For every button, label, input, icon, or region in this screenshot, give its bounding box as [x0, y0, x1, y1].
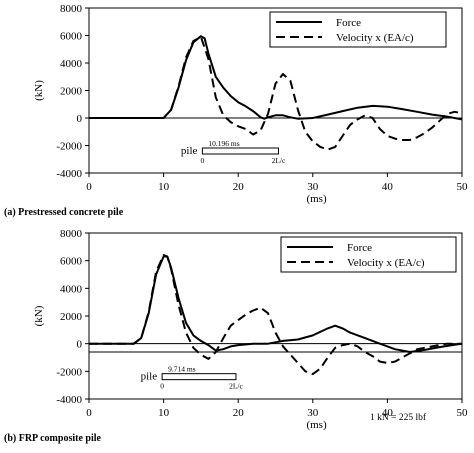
series-line-force	[89, 35, 463, 121]
y-tick-label: 6000	[60, 256, 83, 268]
y-axis-label: (kN)	[33, 305, 45, 326]
series-line-velocity	[89, 35, 463, 151]
y-tick-label: 2000	[60, 86, 83, 98]
y-tick-label: -4000	[56, 394, 82, 406]
pile-bar	[161, 373, 237, 381]
x-tick-label: 10	[158, 181, 170, 193]
y-tick-label: 6000	[60, 31, 83, 43]
x-tick-label: 30	[307, 407, 319, 419]
legend-entry: Force	[336, 17, 361, 29]
pile-start-label: 0	[160, 382, 164, 391]
y-tick-label: 4000	[60, 283, 83, 295]
pile-end-label: 2L/c	[229, 382, 243, 391]
pile-time-label: 9.714 ms	[168, 365, 196, 374]
x-tick-label: 40	[382, 181, 394, 193]
x-tick-label: 50	[457, 181, 469, 193]
x-tick-label: 50	[457, 407, 469, 419]
x-tick-label: 20	[233, 181, 245, 193]
x-tick-label: 30	[307, 181, 319, 193]
y-tick-label: 2000	[60, 311, 83, 323]
pile-start-label: 0	[201, 156, 205, 165]
pile-label: pile	[181, 145, 198, 157]
x-tick-label: 10	[158, 407, 170, 419]
x-tick-label: 0	[86, 407, 92, 419]
chart-panel-2: -4000 -2000 0 2000 4000 6000 8000 0 10 20 30 40 50 (k…	[4, 228, 468, 444]
legend-box	[269, 11, 447, 48]
pile-end-label: 2L/c	[272, 156, 286, 165]
x-tick-label: 0	[86, 181, 92, 193]
legend-entry: Velocity x (EA/c)	[336, 32, 414, 44]
unit-note: 1 kN = 225 lbf	[370, 412, 427, 423]
x-axis-label: (ms)	[306, 193, 327, 205]
y-tick-label: -2000	[56, 366, 82, 378]
y-tick-label: 0	[77, 339, 83, 351]
y-axis-label: (kN)	[33, 80, 45, 101]
legend-box	[280, 236, 457, 273]
x-axis-label: (ms)	[306, 419, 327, 431]
series-line-velocity	[89, 254, 462, 376]
y-tick-label: -4000	[56, 168, 82, 180]
y-tick-label: 8000	[60, 3, 83, 15]
panel-caption: (a) Prestressed concrete pile	[4, 207, 124, 218]
pile-time-label: 10.196 ms	[208, 139, 239, 148]
y-tick-label: 8000	[60, 228, 83, 240]
x-tick-label: 40	[382, 407, 394, 419]
y-tick-label: 4000	[60, 58, 83, 70]
pile-bar	[201, 147, 279, 155]
legend-entry: Force	[347, 242, 372, 254]
legend-entry: Velocity x (EA/c)	[347, 257, 425, 269]
panel-caption: (b) FRP composite pile	[4, 433, 101, 444]
y-tick-label: 0	[77, 113, 83, 125]
chart-panel-1: -4000 -2000 0 2000 4000 6000 8000 0 10 20 30 40 50 (k…	[4, 3, 468, 218]
pile-label: pile	[141, 371, 158, 383]
x-tick-label: 20	[233, 407, 245, 419]
y-tick-label: -2000	[56, 141, 82, 153]
